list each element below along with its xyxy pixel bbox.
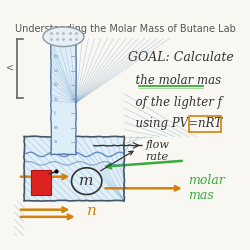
Text: u: u	[54, 68, 58, 73]
Text: Understanding the Molar Mass of Butane Lab: Understanding the Molar Mass of Butane L…	[14, 24, 235, 34]
Bar	[32, 170, 51, 196]
Ellipse shape	[43, 27, 84, 46]
Text: of the lighter f: of the lighter f	[128, 96, 222, 108]
Text: molar
mas: molar mas	[188, 174, 225, 202]
Text: s: s	[54, 140, 57, 144]
Text: <: <	[6, 62, 14, 72]
Text: using PV=nRT: using PV=nRT	[128, 117, 222, 130]
Text: n: n	[87, 204, 97, 218]
Text: l: l	[54, 111, 56, 116]
Text: m: m	[80, 174, 94, 188]
Bar	[51, 38, 76, 154]
Text: the molar mas: the molar mas	[128, 74, 221, 87]
Text: flow
rate: flow rate	[146, 140, 170, 162]
Text: b: b	[54, 82, 58, 87]
Text: e: e	[54, 125, 58, 130]
Text: GOAL: Calculate: GOAL: Calculate	[128, 51, 234, 64]
Text: b: b	[54, 54, 58, 59]
Bar	[24, 136, 124, 201]
Text: b: b	[54, 97, 58, 102]
